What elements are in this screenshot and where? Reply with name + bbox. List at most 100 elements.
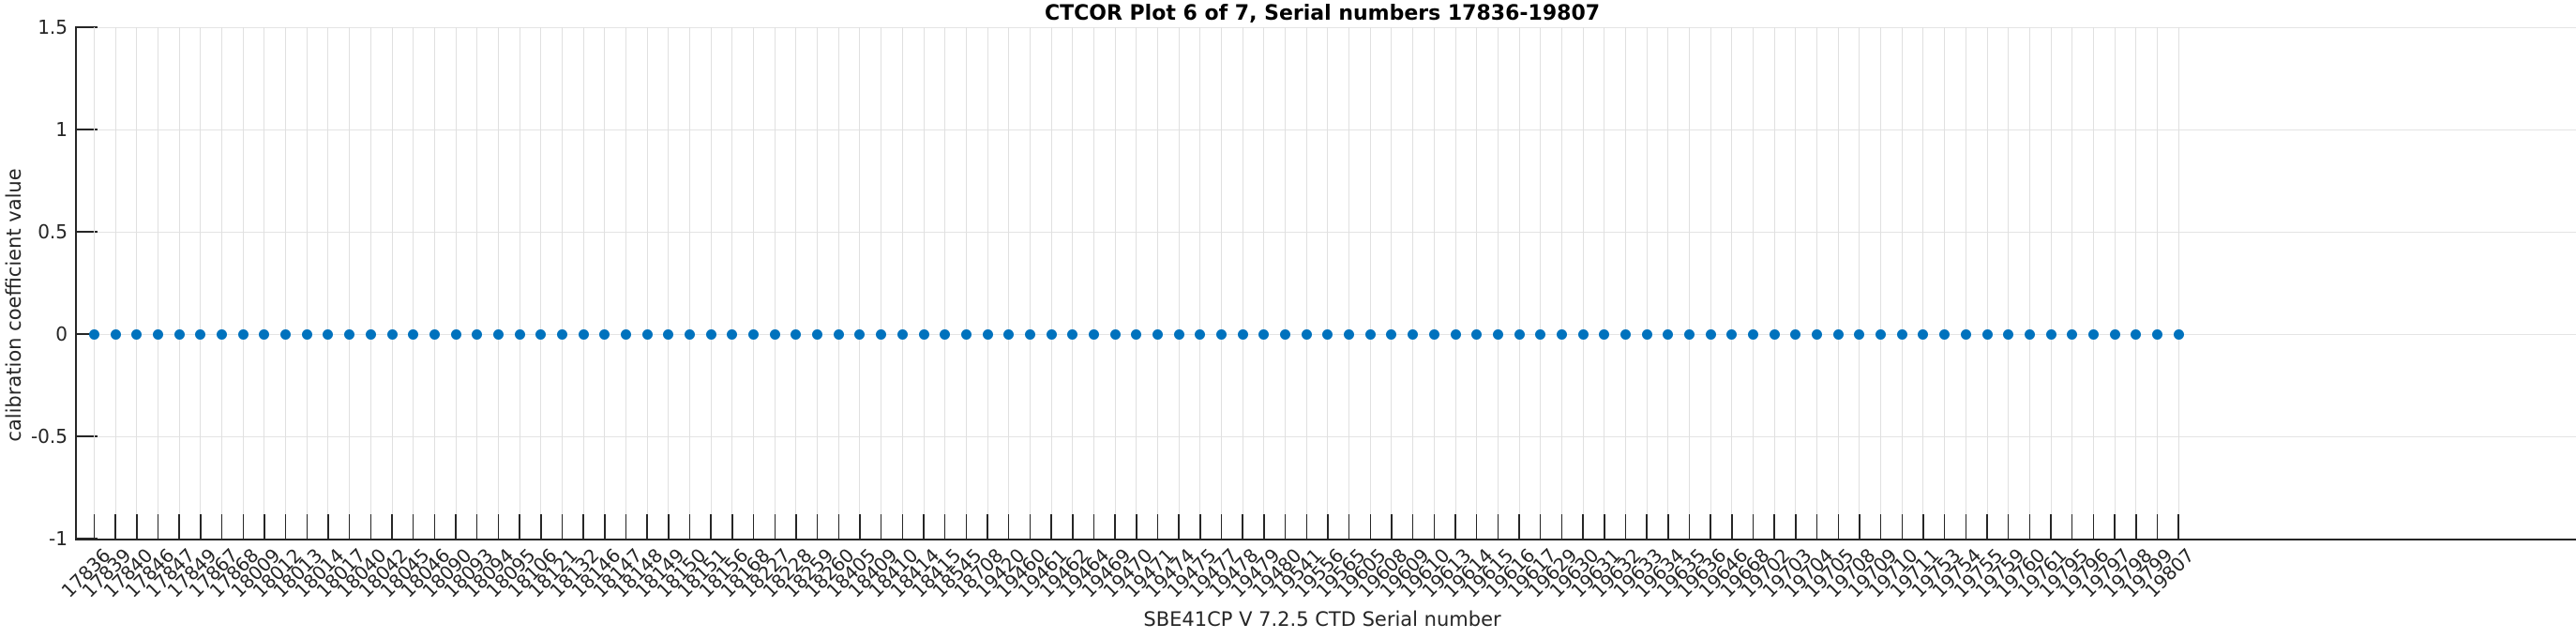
data-point xyxy=(1471,328,1483,340)
x-tick xyxy=(178,514,180,539)
x-gridline xyxy=(1136,27,1137,514)
data-point xyxy=(940,328,951,340)
x-tick xyxy=(752,514,755,539)
data-point xyxy=(514,328,525,340)
x-tick xyxy=(1667,514,1669,539)
y-tick xyxy=(75,231,98,233)
x-gridline xyxy=(1689,27,1690,514)
data-point xyxy=(280,328,292,340)
x-gridline xyxy=(413,27,414,514)
x-tick xyxy=(1369,514,1372,539)
x-gridline xyxy=(476,27,478,514)
x-axis-line xyxy=(75,539,2576,540)
data-point xyxy=(1726,328,1738,340)
y-tick xyxy=(75,333,98,335)
x-gridline xyxy=(2114,27,2116,514)
x-tick xyxy=(965,514,968,539)
x-gridline xyxy=(1901,27,1903,514)
x-gridline xyxy=(1391,27,1393,514)
x-tick xyxy=(2028,514,2031,539)
x-tick xyxy=(582,514,584,539)
x-gridline xyxy=(136,27,138,514)
data-point xyxy=(1876,328,1887,340)
x-gridline xyxy=(1560,27,1562,514)
x-gridline xyxy=(1624,27,1626,514)
data-point xyxy=(1981,328,1993,340)
y-tick-label: 1.5 xyxy=(38,16,68,38)
x-gridline xyxy=(2071,27,2073,514)
x-tick xyxy=(1965,514,1967,539)
x-tick xyxy=(1007,514,1010,539)
data-point xyxy=(2067,328,2078,340)
y-tick-label: 0.5 xyxy=(38,221,68,243)
x-gridline xyxy=(1710,27,1711,514)
data-point xyxy=(492,328,504,340)
x-tick xyxy=(710,514,712,539)
x-gridline xyxy=(1433,27,1435,514)
x-gridline xyxy=(1816,27,1818,514)
data-point xyxy=(1535,328,1546,340)
x-tick xyxy=(391,514,393,539)
x-tick xyxy=(1901,514,1904,539)
x-gridline xyxy=(837,27,839,514)
x-gridline xyxy=(1540,27,1542,514)
data-point xyxy=(1344,328,1355,340)
data-point xyxy=(1748,328,1759,340)
x-tick xyxy=(1859,514,1860,539)
x-tick xyxy=(1029,514,1032,539)
data-point xyxy=(2109,328,2120,340)
data-point xyxy=(1003,328,1015,340)
data-point xyxy=(1364,328,1376,340)
x-gridline xyxy=(306,27,308,514)
x-tick xyxy=(625,514,627,539)
x-gridline xyxy=(349,27,351,514)
x-tick xyxy=(923,514,925,539)
x-tick xyxy=(1136,514,1137,539)
x-gridline xyxy=(1986,27,1988,514)
x-tick xyxy=(1178,514,1180,539)
data-point xyxy=(408,328,419,340)
x-gridline xyxy=(433,27,435,514)
x-tick xyxy=(455,514,457,539)
x-gridline xyxy=(1199,27,1201,514)
x-tick xyxy=(284,514,287,539)
data-point xyxy=(918,328,929,340)
x-tick xyxy=(816,514,819,539)
x-gridline xyxy=(774,27,776,514)
x-tick xyxy=(901,514,904,539)
x-gridline xyxy=(604,27,606,514)
y-tick xyxy=(75,26,98,28)
x-tick xyxy=(1922,514,1924,539)
x-tick xyxy=(1433,514,1436,539)
x-tick xyxy=(837,514,840,539)
x-gridline xyxy=(1412,27,1414,514)
data-point xyxy=(578,328,589,340)
x-gridline xyxy=(689,27,691,514)
x-gridline xyxy=(1773,27,1775,514)
x-gridline xyxy=(1327,27,1329,514)
data-point xyxy=(876,328,887,340)
data-point xyxy=(727,328,738,340)
x-gridline xyxy=(94,27,95,514)
x-gridline xyxy=(1008,27,1010,514)
data-point xyxy=(1663,328,1674,340)
x-gridline xyxy=(285,27,287,514)
data-point xyxy=(2131,328,2142,340)
x-gridline xyxy=(817,27,819,514)
data-point xyxy=(1237,328,1248,340)
x-gridline xyxy=(561,27,563,514)
x-tick xyxy=(475,514,478,539)
x-gridline xyxy=(1646,27,1648,514)
data-point xyxy=(1769,328,1780,340)
data-point xyxy=(195,328,206,340)
data-point xyxy=(344,328,355,340)
data-point xyxy=(685,328,696,340)
x-tick xyxy=(1773,514,1775,539)
data-point xyxy=(556,328,567,340)
x-gridline xyxy=(1157,27,1158,514)
data-point xyxy=(2045,328,2056,340)
data-point xyxy=(1939,328,1951,340)
x-tick xyxy=(604,514,606,539)
x-gridline xyxy=(1029,27,1031,514)
